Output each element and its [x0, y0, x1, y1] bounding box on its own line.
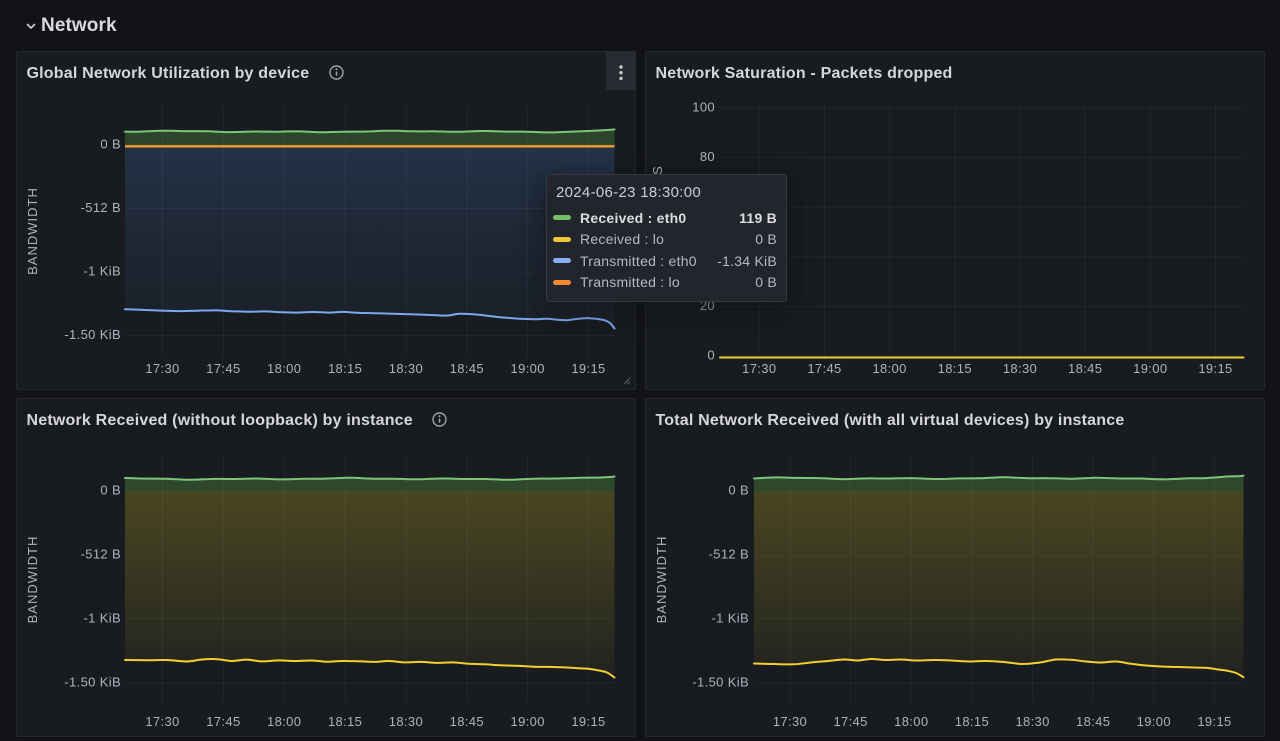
svg-text:18:00: 18:00: [267, 714, 301, 729]
svg-text:17:30: 17:30: [145, 714, 179, 729]
svg-text:18:00: 18:00: [894, 714, 928, 729]
svg-text:18:45: 18:45: [1068, 361, 1102, 376]
svg-text:18:00: 18:00: [872, 361, 906, 376]
svg-text:18:30: 18:30: [1003, 361, 1037, 376]
svg-text:18:15: 18:15: [328, 714, 362, 729]
svg-text:19:00: 19:00: [1133, 361, 1167, 376]
svg-text:17:45: 17:45: [206, 361, 240, 376]
svg-text:19:15: 19:15: [571, 714, 605, 729]
svg-text:17:30: 17:30: [773, 714, 807, 729]
svg-text:-512 B: -512 B: [709, 547, 749, 562]
svg-text:18:00: 18:00: [267, 361, 301, 376]
svg-text:-1.50 KiB: -1.50 KiB: [64, 327, 121, 342]
svg-text:17:45: 17:45: [206, 714, 240, 729]
svg-text:S: S: [650, 165, 665, 175]
svg-text:17:45: 17:45: [833, 714, 867, 729]
svg-text:19:15: 19:15: [1197, 714, 1231, 729]
svg-text:-1 KiB: -1 KiB: [83, 264, 121, 279]
svg-text:17:30: 17:30: [742, 361, 776, 376]
svg-text:18:30: 18:30: [389, 361, 423, 376]
svg-text:18:45: 18:45: [450, 361, 484, 376]
svg-text:17:30: 17:30: [145, 361, 179, 376]
svg-text:19:15: 19:15: [1198, 361, 1232, 376]
svg-text:0: 0: [707, 348, 715, 363]
svg-text:18:45: 18:45: [1076, 714, 1110, 729]
svg-text:-512 B: -512 B: [81, 200, 121, 215]
svg-text:BANDWIDTH: BANDWIDTH: [25, 187, 40, 275]
svg-text:0 B: 0 B: [728, 483, 749, 498]
svg-text:-1.50 KiB: -1.50 KiB: [64, 675, 121, 690]
svg-text:18:15: 18:15: [328, 361, 362, 376]
svg-text:-1.50 KiB: -1.50 KiB: [692, 675, 749, 690]
svg-text:-1 KiB: -1 KiB: [711, 611, 749, 626]
svg-text:0 B: 0 B: [100, 483, 121, 498]
svg-text:18:15: 18:15: [938, 361, 972, 376]
svg-text:-1 KiB: -1 KiB: [83, 611, 121, 626]
svg-text:19:00: 19:00: [511, 361, 545, 376]
svg-text:100: 100: [692, 100, 715, 115]
svg-text:19:00: 19:00: [511, 714, 545, 729]
svg-text:-512 B: -512 B: [81, 547, 121, 562]
svg-text:18:45: 18:45: [450, 714, 484, 729]
svg-text:18:30: 18:30: [389, 714, 423, 729]
svg-text:18:15: 18:15: [955, 714, 989, 729]
svg-text:19:15: 19:15: [571, 361, 605, 376]
svg-text:BANDWIDTH: BANDWIDTH: [25, 536, 40, 624]
svg-text:17:45: 17:45: [807, 361, 841, 376]
svg-text:19:00: 19:00: [1137, 714, 1171, 729]
svg-text:BANDWIDTH: BANDWIDTH: [654, 536, 669, 624]
svg-text:18:30: 18:30: [1015, 714, 1049, 729]
svg-text:80: 80: [700, 149, 715, 164]
svg-text:0 B: 0 B: [100, 137, 121, 152]
